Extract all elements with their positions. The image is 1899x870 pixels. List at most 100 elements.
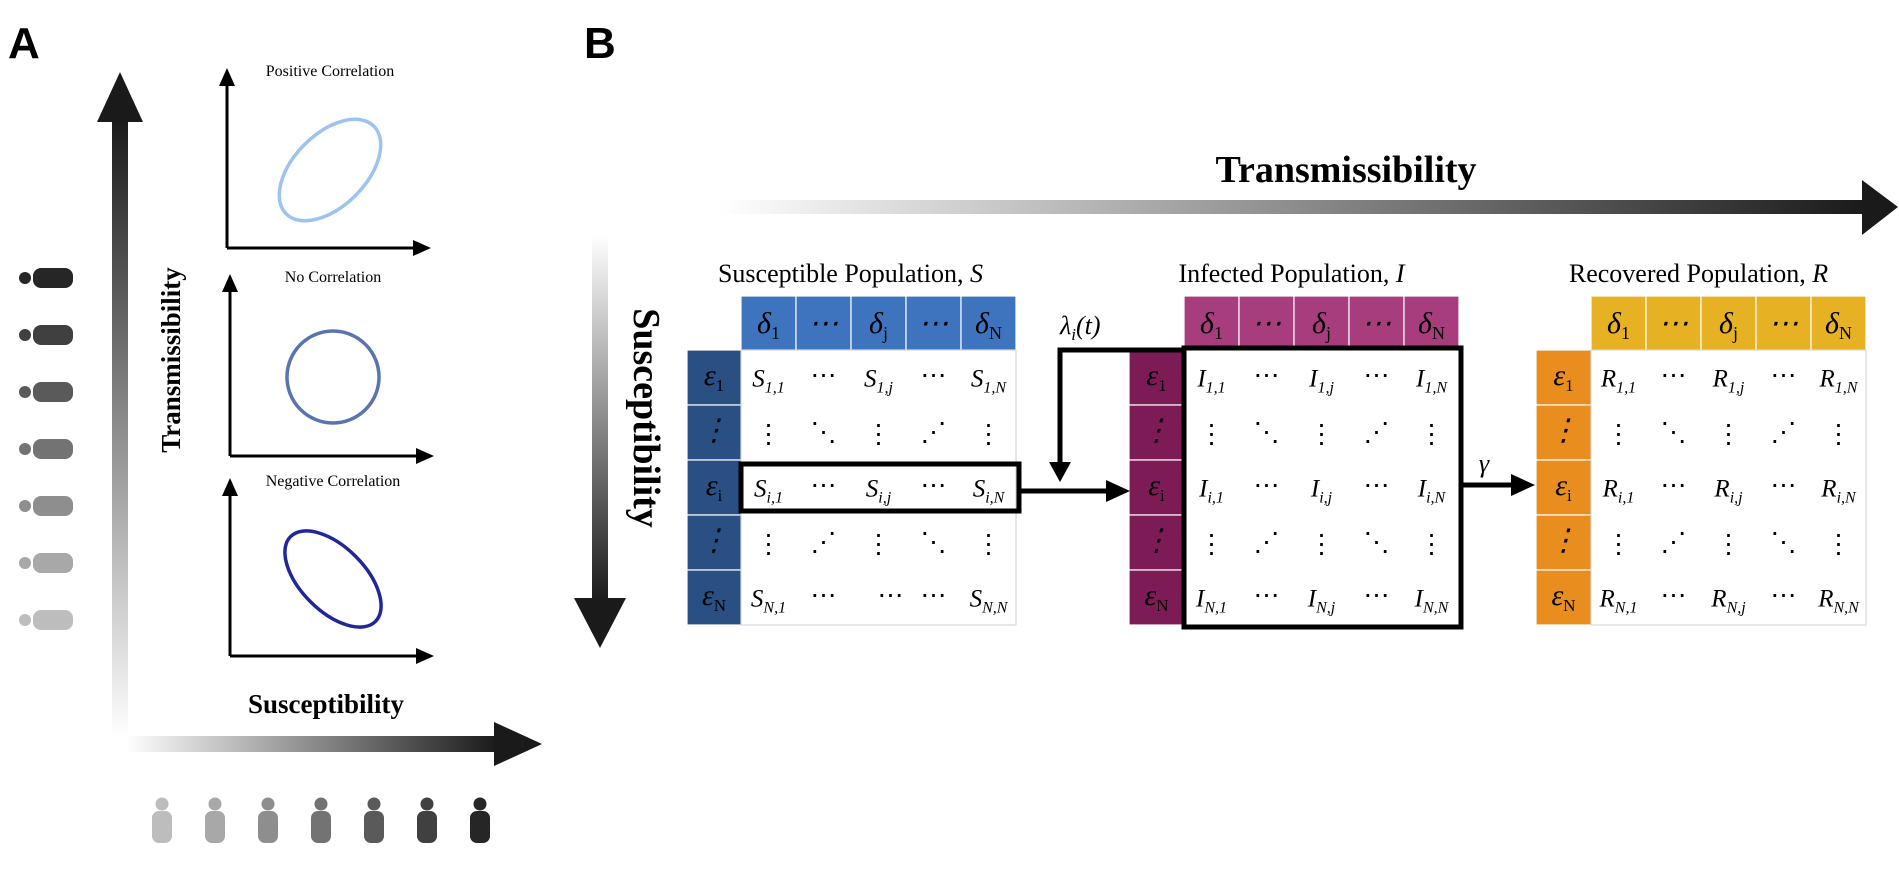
ellipsis: ⋰ [921, 418, 947, 447]
column-header-cell [795, 295, 852, 351]
matrix-entry: R1,N [1819, 366, 1859, 397]
column-header-cell [960, 295, 1017, 351]
ellipsis: ⋮ [976, 530, 1002, 559]
person-icon-standing [311, 797, 331, 843]
row-header-label: εi [1148, 469, 1165, 505]
correlation-plot-title: No Correlation [285, 269, 381, 286]
matrix-entry: I1,N [1415, 366, 1448, 397]
matrix-entry: I1,1 [1196, 366, 1225, 397]
column-header-label: δN [1418, 307, 1445, 343]
row-header-label: εN [702, 579, 726, 615]
ellipsis: ⋱ [811, 418, 837, 447]
s-to-i-arrow [1020, 480, 1130, 502]
ellipsis: ⋯ [1364, 581, 1390, 610]
matrix-entry: SN,N [970, 586, 1009, 617]
ellipsis: ⋮ [756, 420, 782, 449]
column-header-cell [1293, 295, 1350, 351]
row-header-cell [686, 569, 742, 626]
i-to-r-arrow [1460, 474, 1535, 496]
ellipsis: ⋰ [811, 528, 837, 557]
ellipsis: ⋯ [1364, 471, 1390, 500]
matrix-entry: Ri,N [1820, 476, 1857, 507]
column-header-cell [1755, 295, 1812, 351]
ellipsis: ⋯ [811, 361, 837, 390]
ellipsis: ⋱ [1364, 528, 1390, 557]
ellipsis: ⋮ [1826, 530, 1852, 559]
column-header-label: ⋯ [809, 307, 839, 340]
transmissibility-gradient-arrow [97, 72, 143, 738]
recovery-rate-label: γ [1479, 449, 1490, 478]
column-header-label: δN [975, 307, 1002, 343]
correlation-ellipse [285, 329, 381, 425]
matrix-body [740, 349, 1017, 626]
person-icon-lying [19, 610, 73, 630]
highlight-row-i [738, 461, 1022, 514]
person-icon-lying [19, 382, 73, 402]
matrix-entry: Si,1 [754, 476, 783, 507]
column-header-cell [905, 295, 962, 351]
row-header-label: εN [1551, 579, 1575, 615]
matrix-entry: IN,j [1307, 586, 1336, 617]
row-header-cell [1535, 569, 1592, 626]
panel-b-transmissibility-label: Transmissibility [1215, 149, 1476, 191]
panel-b-susceptibility-arrow [574, 235, 626, 648]
person-icon-standing [258, 797, 278, 843]
person-icon-lying [19, 439, 73, 459]
column-header-label: ⋯ [1252, 307, 1282, 340]
susceptibility-people-icons [152, 797, 490, 843]
correlation-plot-title: Positive Correlation [266, 63, 394, 80]
row-header-label: εi [1555, 469, 1572, 505]
matrix-entry: RN,N [1817, 586, 1860, 617]
panel-a-label: A [8, 19, 40, 68]
panel-b-transmissibility-arrow [720, 180, 1898, 235]
ellipsis: ⋯ [1661, 581, 1687, 610]
column-header-label: δ1 [1607, 307, 1630, 343]
matrix-entry: R1,j [1712, 366, 1745, 397]
ellipsis: ⋯ [1254, 471, 1280, 500]
force-of-infection-label: λi(t) [1059, 311, 1101, 344]
matrix-entry: RN,1 [1599, 586, 1638, 617]
ellipsis: ⋯ [921, 361, 947, 390]
matrix-I: Infected Population, I δ1 ⋯ δj ⋯ δN ε1 ⋮ εi ⋮ εN I1… [1128, 259, 1464, 630]
ellipsis: ⋰ [1364, 418, 1390, 447]
column-header-label: δj [869, 307, 888, 343]
ellipsis: ⋯ [1771, 581, 1797, 610]
column-header-label: ⋯ [1362, 307, 1392, 340]
panel-a-x-axis-label: Susceptibility [248, 689, 405, 719]
row-header-cell [1535, 404, 1592, 461]
matrix-R: Recovered Population, R δ1 ⋯ δj ⋯ δN ε1 ⋮ εi ⋮ εN R… [1535, 259, 1867, 626]
ellipsis: ⋱ [1771, 528, 1797, 557]
matrix-entry: S1,j [864, 366, 894, 397]
matrix-title: Infected Population, I [1178, 259, 1405, 288]
person-icon-standing [205, 797, 225, 843]
ellipsis: ⋯ [1254, 361, 1280, 390]
row-header-label: ε1 [1553, 359, 1573, 395]
matrix-title: Susceptible Population, S [718, 259, 983, 288]
ellipsis: ⋯ [811, 581, 837, 610]
ellipsis: ⋮ [1199, 420, 1225, 449]
matrix-entry: Ri,1 [1602, 476, 1635, 507]
person-icon-standing [417, 797, 437, 843]
person-icon-lying [19, 268, 73, 288]
row-header-label: ⋮ [699, 414, 729, 447]
transmissibility-people-icons [19, 268, 73, 630]
correlation-plots: Positive Correlation No Correlation Negati… [219, 63, 434, 664]
column-header-cell [1645, 295, 1702, 351]
ellipsis: ⋰ [1254, 528, 1280, 557]
matrix-entry: IN,1 [1195, 586, 1227, 617]
row-header-label: ⋮ [1549, 524, 1579, 557]
column-header-label: δj [1719, 307, 1738, 343]
column-header-label: δ1 [1200, 307, 1223, 343]
ellipsis: ⋮ [866, 420, 892, 449]
person-icon-lying [19, 496, 73, 516]
panel-a-y-axis-label: Transmissibility [156, 267, 186, 453]
person-icon-standing [470, 797, 490, 843]
row-header-label: ⋮ [699, 524, 729, 557]
matrix-title: Recovered Population, R [1569, 259, 1828, 288]
row-header-cell [686, 349, 742, 406]
column-header-label: δN [1825, 307, 1852, 343]
row-header-cell [686, 459, 742, 516]
row-header-label: εi [706, 469, 723, 505]
row-header-label: εN [1144, 579, 1168, 615]
ellipsis: ⋰ [1661, 528, 1687, 557]
